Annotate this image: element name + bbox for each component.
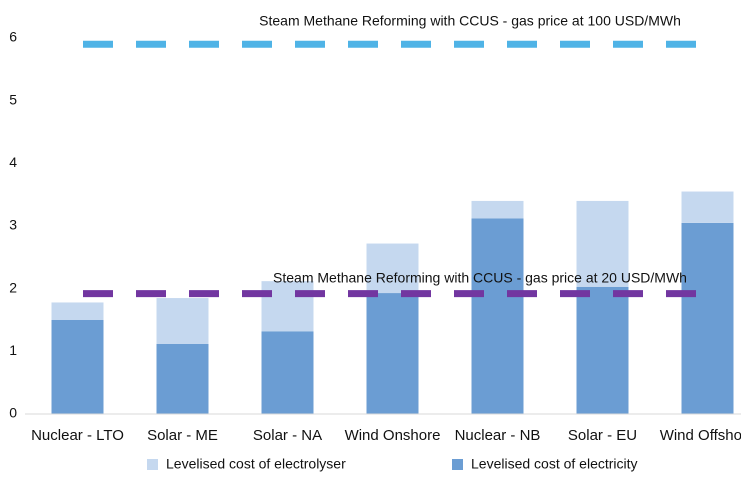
legend-label: Levelised cost of electricity <box>471 456 638 472</box>
bar-segment <box>51 302 104 320</box>
bar-segment <box>576 286 629 414</box>
legend-swatch <box>147 459 158 470</box>
bar-segment <box>261 281 314 332</box>
bar-segment <box>681 191 734 223</box>
y-tick-label: 2 <box>9 279 17 295</box>
y-tick-label: 5 <box>9 91 17 107</box>
bar-segment <box>156 298 209 344</box>
bar-segment <box>156 343 209 414</box>
x-tick-label: Wind Onshore <box>345 427 441 444</box>
legend-swatch <box>452 459 463 470</box>
x-tick-label: Solar - NA <box>253 427 322 444</box>
bar-segment <box>366 293 419 414</box>
reference-label: Steam Methane Reforming with CCUS - gas … <box>273 270 687 286</box>
bar-segment <box>366 243 419 294</box>
reference-label: Steam Methane Reforming with CCUS - gas … <box>259 13 681 29</box>
y-tick-label: 3 <box>9 217 17 233</box>
x-tick-label: Wind Offshore <box>660 427 741 444</box>
x-tick-label: Nuclear - NB <box>455 427 541 444</box>
legend-label: Levelised cost of electrolyser <box>166 456 346 472</box>
y-tick-label: 0 <box>9 405 17 421</box>
bar-segment <box>51 320 104 414</box>
bar-segment <box>471 200 524 219</box>
x-tick-label: Nuclear - LTO <box>31 427 124 444</box>
bar-segment <box>681 222 734 414</box>
x-tick-label: Solar - EU <box>568 427 637 444</box>
x-tick-label: Solar - ME <box>147 427 218 444</box>
bar-segment <box>576 200 629 287</box>
bar-segment <box>261 331 314 414</box>
y-tick-label: 1 <box>9 342 17 358</box>
y-tick-label: 6 <box>9 29 17 45</box>
y-tick-label: 4 <box>9 154 17 170</box>
bar-segment <box>471 218 524 414</box>
